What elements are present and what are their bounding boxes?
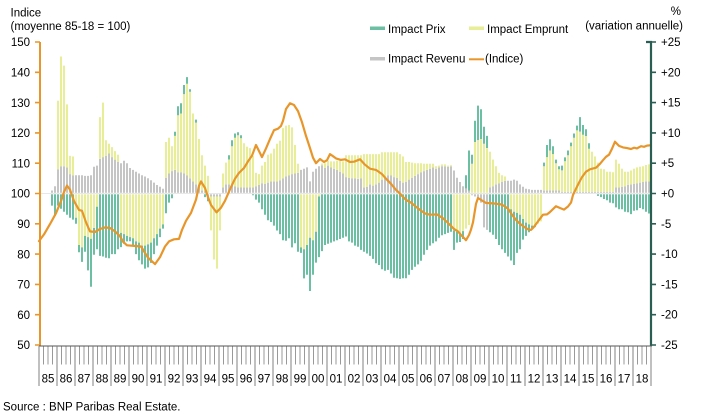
svg-text:140: 140: [11, 68, 30, 80]
svg-text:(moyenne 85-18 = 100): (moyenne 85-18 = 100): [11, 21, 131, 33]
svg-text:95: 95: [222, 374, 235, 386]
svg-text:01: 01: [330, 374, 343, 386]
svg-text:85: 85: [42, 374, 55, 386]
svg-text:Impact Revenu: Impact Revenu: [388, 54, 465, 66]
svg-text:+5: +5: [661, 158, 674, 170]
svg-text:18: 18: [636, 374, 649, 386]
svg-text:150: 150: [11, 37, 30, 49]
svg-text:09: 09: [474, 374, 487, 386]
svg-text:70: 70: [17, 280, 30, 292]
svg-text:05: 05: [402, 374, 415, 386]
svg-text:-10: -10: [661, 249, 678, 261]
svg-text:96: 96: [240, 374, 253, 386]
svg-text:00: 00: [312, 374, 325, 386]
svg-text:17: 17: [618, 374, 631, 386]
svg-text:90: 90: [132, 374, 145, 386]
svg-text:+10: +10: [661, 128, 681, 140]
svg-text:97: 97: [258, 374, 271, 386]
svg-text:Indice: Indice: [11, 8, 42, 20]
svg-text:110: 110: [12, 158, 30, 170]
svg-text:91: 91: [150, 374, 163, 386]
svg-text:130: 130: [11, 98, 30, 110]
svg-text:12: 12: [528, 374, 541, 386]
svg-text:+20: +20: [661, 67, 681, 79]
svg-text:02: 02: [348, 374, 361, 386]
svg-text:120: 120: [11, 128, 30, 140]
svg-text:88: 88: [96, 374, 109, 386]
svg-text:89: 89: [114, 374, 127, 386]
svg-text:Source : BNP Paribas Real Esta: Source : BNP Paribas Real Estate.: [3, 402, 181, 414]
svg-text:99: 99: [294, 374, 307, 386]
svg-text:Impact Emprunt: Impact Emprunt: [487, 24, 569, 36]
svg-text:%: %: [671, 6, 681, 18]
svg-text:11: 11: [510, 374, 522, 386]
svg-text:94: 94: [204, 374, 217, 386]
svg-text:-15: -15: [661, 279, 678, 291]
svg-text:80: 80: [17, 249, 30, 261]
svg-text:86: 86: [60, 374, 73, 386]
svg-text:06: 06: [420, 374, 433, 386]
svg-text:16: 16: [600, 374, 613, 386]
svg-text:-5: -5: [661, 219, 671, 231]
svg-text:07: 07: [438, 374, 451, 386]
svg-text:+25: +25: [661, 37, 681, 49]
svg-text:08: 08: [456, 374, 469, 386]
svg-text:10: 10: [492, 374, 505, 386]
svg-text:+0: +0: [661, 189, 674, 201]
svg-text:13: 13: [546, 374, 559, 386]
svg-text:-25: -25: [661, 340, 678, 352]
svg-text:50: 50: [17, 340, 30, 352]
svg-text:04: 04: [384, 374, 397, 386]
svg-text:+15: +15: [661, 98, 681, 110]
svg-text:98: 98: [276, 374, 289, 386]
svg-text:100: 100: [11, 189, 30, 201]
svg-text:(variation annuelle): (variation annuelle): [585, 21, 683, 33]
svg-text:Impact Prix: Impact Prix: [388, 24, 446, 36]
svg-text:-20: -20: [661, 310, 678, 322]
svg-text:(Indice): (Indice): [485, 54, 524, 66]
svg-text:14: 14: [564, 374, 577, 386]
svg-text:15: 15: [582, 374, 595, 386]
svg-text:92: 92: [168, 374, 181, 386]
svg-text:03: 03: [366, 374, 379, 386]
svg-text:90: 90: [17, 219, 30, 231]
svg-text:60: 60: [17, 310, 30, 322]
svg-text:93: 93: [186, 374, 199, 386]
svg-text:87: 87: [78, 374, 91, 386]
